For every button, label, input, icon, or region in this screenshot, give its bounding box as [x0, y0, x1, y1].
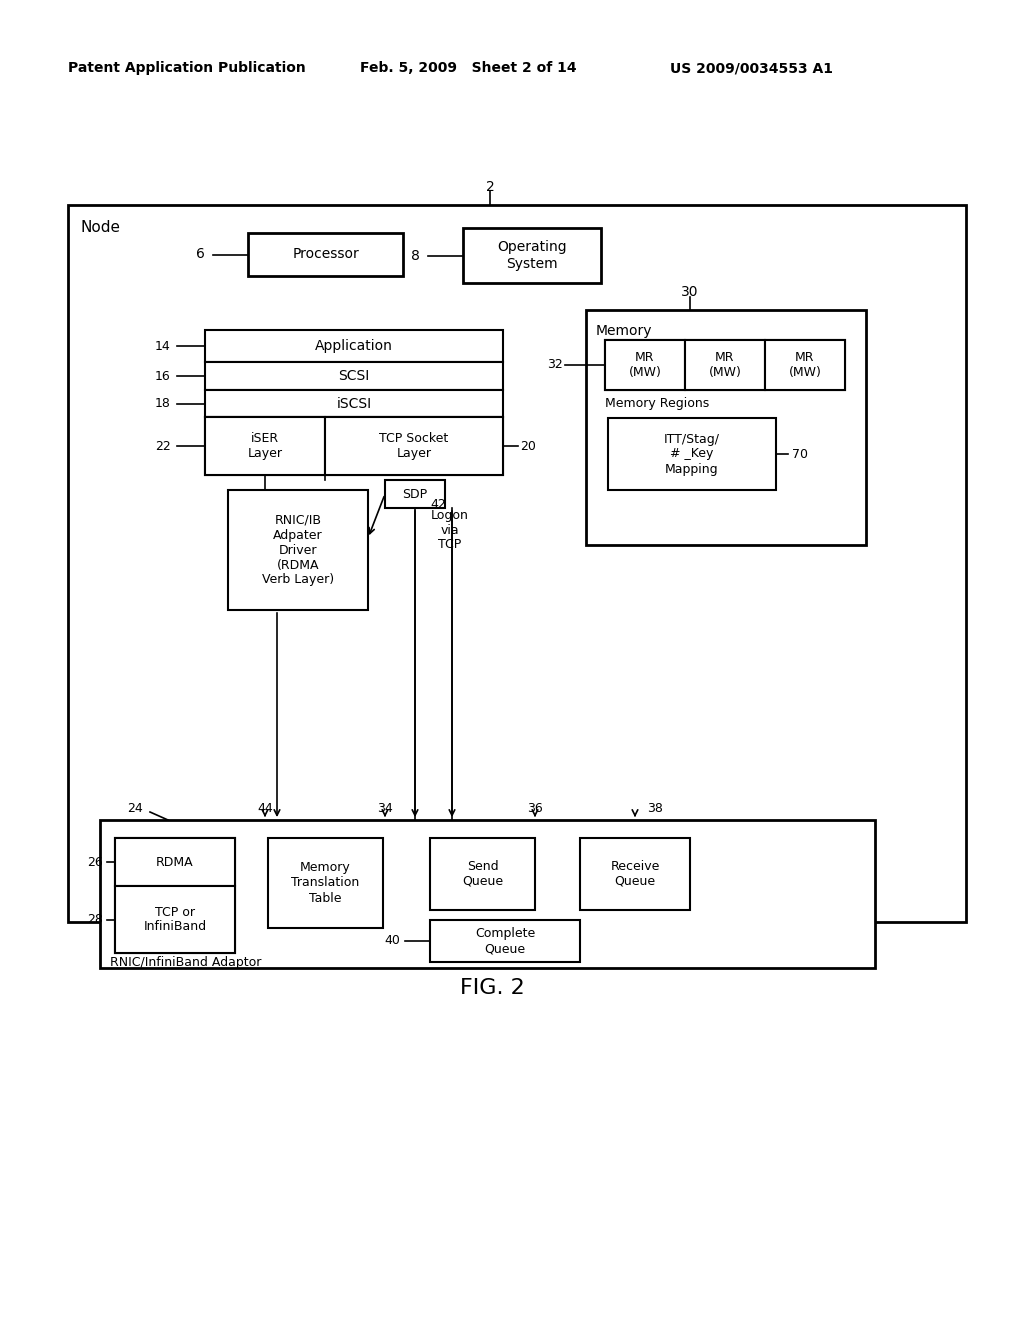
Text: 42: 42	[430, 499, 445, 511]
Text: US 2009/0034553 A1: US 2009/0034553 A1	[670, 61, 833, 75]
Text: Feb. 5, 2009   Sheet 2 of 14: Feb. 5, 2009 Sheet 2 of 14	[360, 61, 577, 75]
Text: iSER
Layer: iSER Layer	[248, 432, 283, 459]
Bar	[115, 838, 234, 886]
Bar	[430, 838, 535, 909]
Bar	[100, 820, 874, 968]
Text: 26: 26	[87, 855, 102, 869]
Text: 38: 38	[647, 801, 663, 814]
Bar	[205, 389, 503, 417]
Text: Patent Application Publication: Patent Application Publication	[68, 61, 306, 75]
Text: 20: 20	[520, 440, 536, 453]
Text: Complete
Queue: Complete Queue	[475, 927, 536, 954]
Text: Application: Application	[315, 339, 393, 352]
Text: 8: 8	[411, 248, 420, 263]
Bar	[605, 341, 685, 389]
Bar	[430, 920, 580, 962]
Text: MR
(MW): MR (MW)	[709, 351, 741, 379]
Bar	[608, 418, 776, 490]
Bar	[248, 234, 403, 276]
Text: Send
Queue: Send Queue	[462, 861, 503, 888]
Text: TCP or
InfiniBand: TCP or InfiniBand	[143, 906, 207, 933]
Text: Memory Regions: Memory Regions	[605, 396, 710, 409]
Text: Operating
System: Operating System	[498, 240, 567, 271]
Text: 2: 2	[485, 180, 495, 194]
Text: 22: 22	[155, 440, 171, 453]
Text: 32: 32	[547, 359, 563, 371]
Bar	[685, 341, 765, 389]
Text: 14: 14	[155, 339, 171, 352]
Bar	[385, 480, 445, 508]
Bar	[580, 838, 690, 909]
Text: SDP: SDP	[402, 487, 428, 500]
Bar	[228, 490, 368, 610]
Text: TCP Socket
Layer: TCP Socket Layer	[379, 432, 449, 459]
Text: 36: 36	[527, 801, 543, 814]
Text: 6: 6	[196, 248, 205, 261]
Text: 28: 28	[87, 913, 103, 927]
Text: 16: 16	[155, 370, 171, 383]
Bar	[205, 362, 503, 389]
Bar	[765, 341, 845, 389]
Text: 34: 34	[377, 801, 393, 814]
Text: 70: 70	[792, 447, 808, 461]
Text: Node: Node	[80, 220, 120, 235]
Text: iSCSI: iSCSI	[337, 396, 372, 411]
Bar	[115, 886, 234, 953]
Text: ITT/Stag/
# _Key
Mapping: ITT/Stag/ # _Key Mapping	[664, 433, 720, 475]
Bar	[115, 838, 234, 953]
Text: Processor: Processor	[292, 248, 358, 261]
Text: RNIC/IB
Adpater
Driver
(RDMA
Verb Layer): RNIC/IB Adpater Driver (RDMA Verb Layer)	[262, 513, 334, 586]
Text: 24: 24	[127, 801, 143, 814]
Text: Receive
Queue: Receive Queue	[610, 861, 659, 888]
Bar	[463, 228, 601, 282]
Text: 30: 30	[681, 285, 698, 300]
Text: RNIC/InfiniBand Adaptor: RNIC/InfiniBand Adaptor	[110, 956, 261, 969]
Text: RDMA: RDMA	[157, 855, 194, 869]
Text: FIG. 2: FIG. 2	[460, 978, 524, 998]
Text: 40: 40	[384, 935, 400, 948]
Bar	[268, 838, 383, 928]
Bar	[325, 417, 503, 475]
Bar	[205, 417, 503, 475]
Text: Memory: Memory	[596, 323, 652, 338]
Text: Logon
via
TCP: Logon via TCP	[431, 508, 469, 552]
Bar	[68, 205, 966, 921]
Text: 44: 44	[257, 801, 272, 814]
Text: 18: 18	[155, 397, 171, 411]
Bar	[205, 330, 503, 362]
Bar	[586, 310, 866, 545]
Text: Memory
Translation
Table: Memory Translation Table	[292, 862, 359, 904]
Bar	[605, 341, 845, 389]
Text: MR
(MW): MR (MW)	[788, 351, 821, 379]
Text: MR
(MW): MR (MW)	[629, 351, 662, 379]
Text: SCSI: SCSI	[338, 370, 370, 383]
Bar	[205, 417, 325, 475]
